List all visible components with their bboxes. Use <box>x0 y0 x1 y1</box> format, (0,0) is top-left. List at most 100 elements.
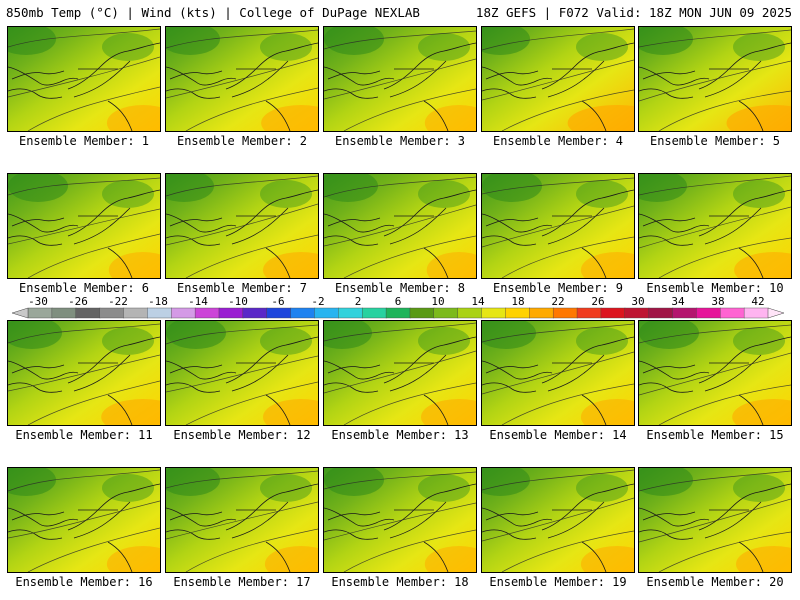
cool-air-region <box>166 27 220 55</box>
colorbar-swatch <box>361 307 387 319</box>
colorbar-swatch <box>409 307 435 319</box>
map-outline <box>11 364 65 374</box>
height-contour <box>8 469 160 492</box>
map-outline <box>8 66 79 86</box>
colorbar-swatch <box>481 307 507 319</box>
map-outline <box>642 364 696 374</box>
temperature-map <box>8 174 160 278</box>
temperature-map <box>482 27 634 131</box>
colorbar-swatch <box>385 307 411 319</box>
colorbar-swatch <box>290 307 316 319</box>
cool-air-region <box>324 321 372 349</box>
height-contour <box>343 529 476 572</box>
ensemble-member-label: Ensemble Member: 2 <box>176 134 308 148</box>
map-outline <box>324 529 379 540</box>
map-outline <box>8 88 63 99</box>
map-outline <box>383 42 476 90</box>
warm-air-region <box>421 399 476 425</box>
map-outline <box>639 529 694 540</box>
map-outline <box>11 70 65 80</box>
ensemble-member-map <box>165 173 319 279</box>
cool-air-region <box>260 474 312 502</box>
colorbar-swatch <box>743 307 769 319</box>
ensemble-member-label: Ensemble Member: 8 <box>334 281 466 295</box>
height-contour <box>166 29 318 49</box>
map-outline <box>169 364 223 374</box>
height-contour <box>501 383 634 425</box>
colorbar-swatch <box>457 307 483 319</box>
map-outline <box>482 66 553 86</box>
height-contour <box>324 176 476 198</box>
colorbar-tick-label: -14 <box>188 296 208 308</box>
height-contour <box>501 89 634 131</box>
colorbar-swatch <box>720 307 745 319</box>
warm-air-region <box>263 252 318 278</box>
cool-air-region <box>482 321 536 349</box>
map-outline <box>324 235 379 246</box>
colorbar-swatch <box>314 307 340 319</box>
temperature-map <box>639 174 791 278</box>
map-outline <box>231 60 289 98</box>
height-contour <box>185 234 318 278</box>
ensemble-member-label: Ensemble Member: 13 <box>331 428 469 442</box>
cool-air-region <box>639 321 699 349</box>
map-outline <box>324 382 379 393</box>
map-outline <box>166 235 221 246</box>
colorbar-swatch <box>624 307 650 319</box>
height-contour <box>482 497 634 542</box>
map-outline <box>265 394 291 425</box>
map-outline <box>231 354 289 392</box>
cool-air-region <box>102 33 154 61</box>
ensemble-member-map <box>638 26 792 132</box>
map-outline <box>73 207 131 245</box>
map-outline <box>389 354 447 392</box>
colorbar-swatch <box>696 307 721 319</box>
ensemble-member-map <box>481 173 635 279</box>
map-outline <box>482 529 537 540</box>
height-contour <box>324 204 476 247</box>
height-contour <box>343 382 476 425</box>
height-contour <box>482 351 634 395</box>
temperature-map <box>639 468 791 572</box>
colorbar-right-arrow <box>767 307 785 319</box>
map-outline <box>169 70 223 80</box>
map-outline <box>642 217 696 227</box>
ensemble-member-map <box>323 467 477 573</box>
map-outline <box>231 207 289 245</box>
height-contour <box>185 381 318 425</box>
colorbar-swatch <box>27 307 53 319</box>
ensemble-member-map <box>7 26 161 132</box>
height-contour <box>501 236 634 278</box>
temperature-map <box>166 27 318 131</box>
cool-air-region <box>324 27 384 55</box>
colorbar-swatch <box>218 307 244 319</box>
colorbar-swatch <box>648 307 674 319</box>
map-outline <box>485 217 539 227</box>
ensemble-member-map <box>7 320 161 426</box>
colorbar-swatch <box>266 307 292 319</box>
map-outline <box>11 217 65 227</box>
cool-air-region <box>166 174 214 202</box>
height-contour <box>185 528 318 572</box>
height-contour <box>185 87 318 131</box>
ensemble-member-map <box>165 26 319 132</box>
map-outline <box>8 529 63 540</box>
map-outline <box>166 529 221 540</box>
ensemble-member-map <box>7 173 161 279</box>
cool-air-region <box>418 180 470 208</box>
map-outline <box>547 60 605 98</box>
temperature-map <box>324 174 476 278</box>
map-outline <box>327 70 381 80</box>
colorbar-swatch <box>576 307 602 319</box>
height-contour <box>482 177 634 195</box>
warm-air-region <box>101 399 160 425</box>
temperature-map <box>639 27 791 131</box>
temperature-map <box>8 27 160 131</box>
map-outline <box>704 501 762 539</box>
cool-air-region <box>733 33 785 61</box>
map-outline <box>324 88 379 99</box>
map-outline <box>225 483 318 531</box>
colorbar-tick-label: -22 <box>108 296 128 308</box>
temperature-map <box>166 468 318 572</box>
ensemble-member-label: Ensemble Member: 18 <box>331 575 469 589</box>
